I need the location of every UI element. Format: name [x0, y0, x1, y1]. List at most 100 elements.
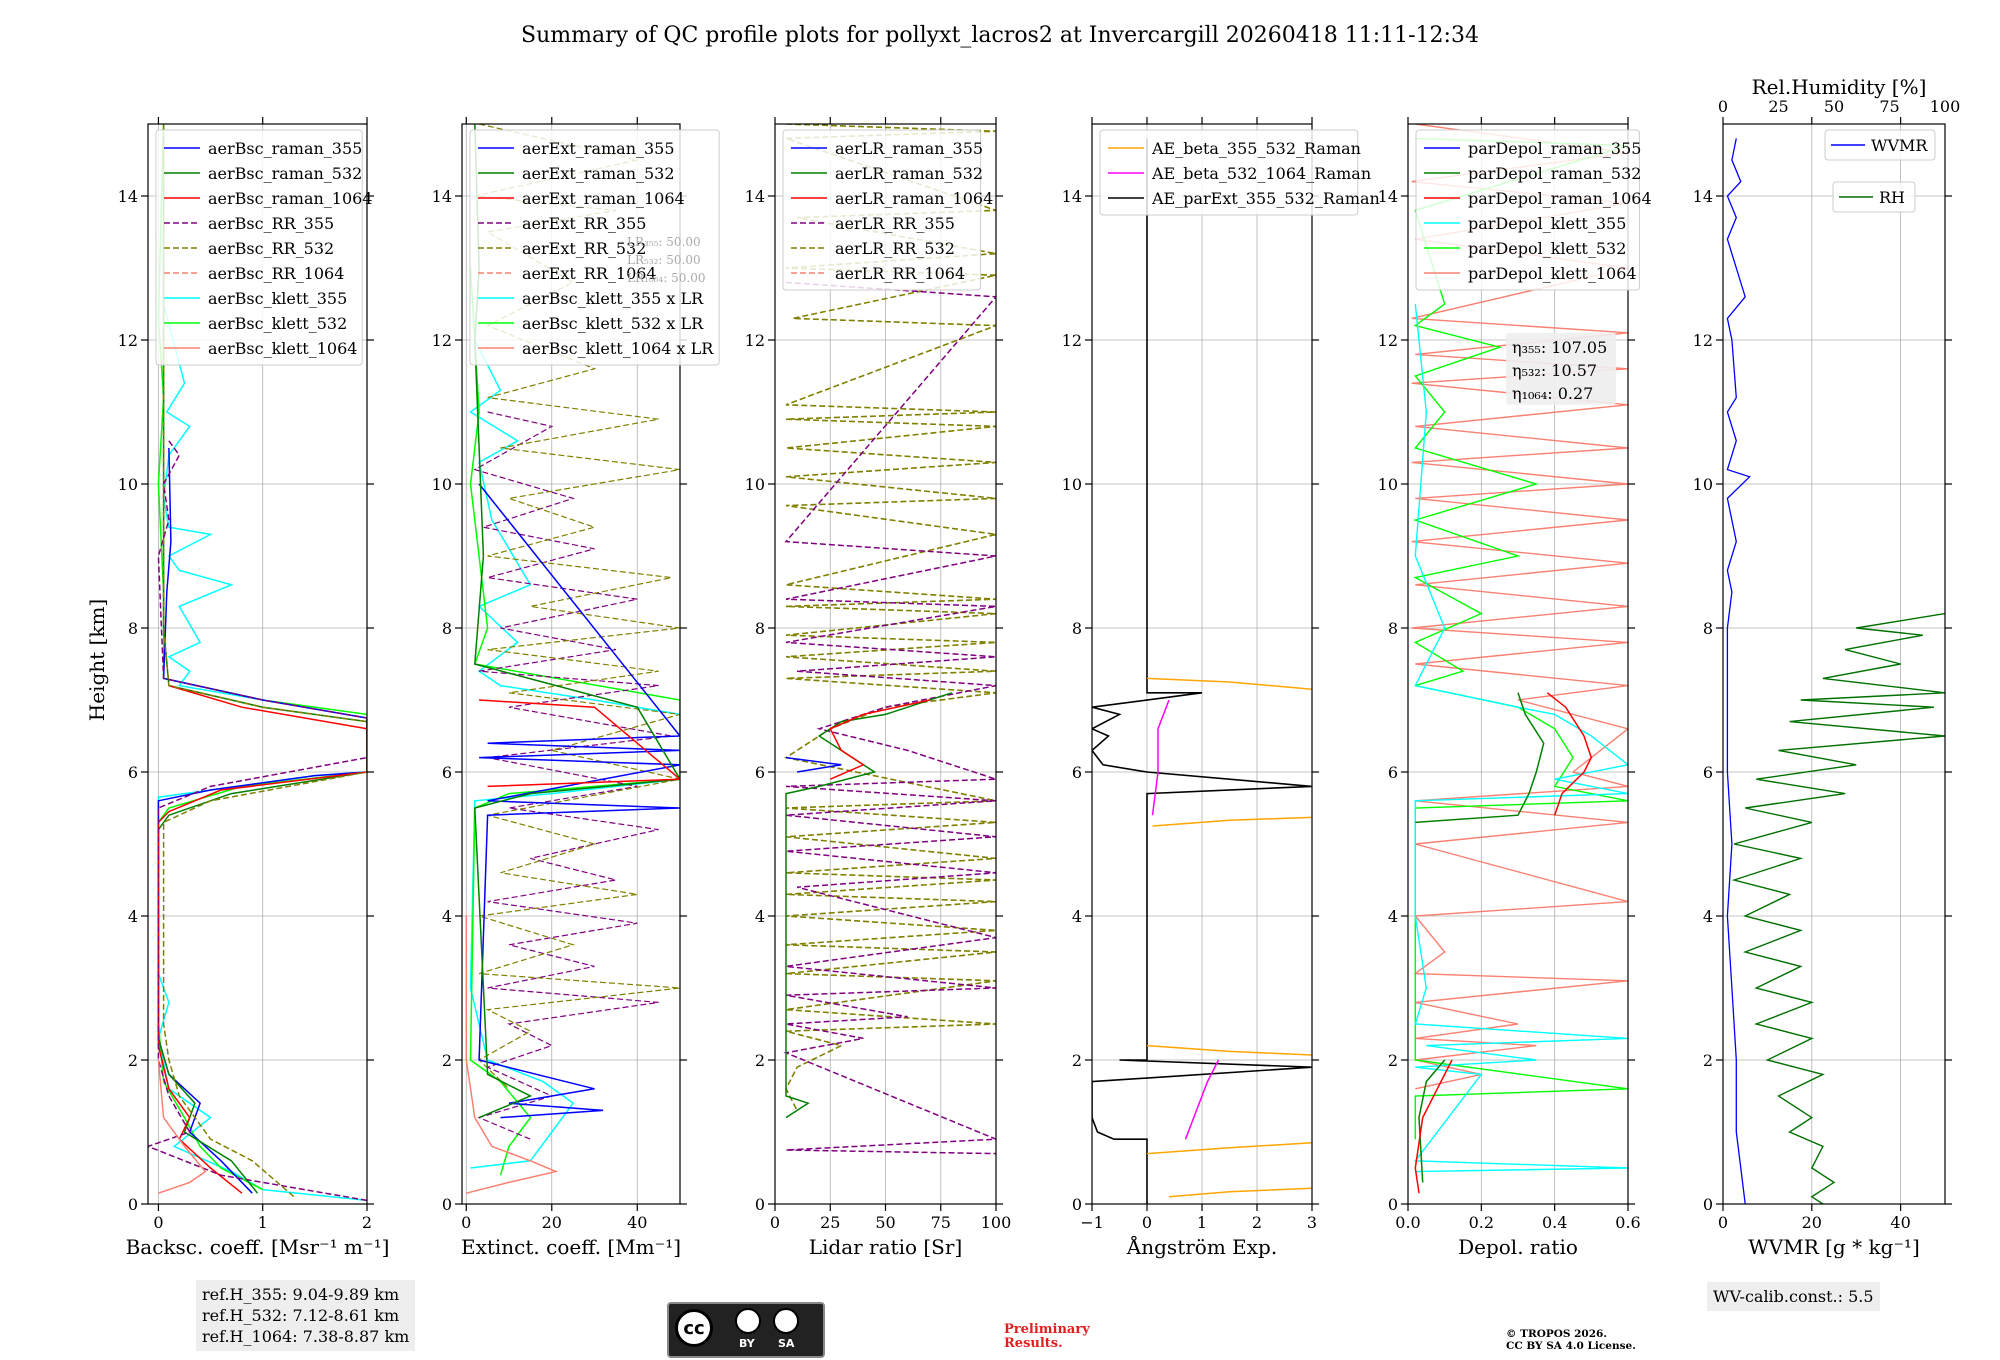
eta-value-1: η₃₅₅: 107.05	[1512, 338, 1607, 357]
eta-bg	[1506, 332, 1616, 405]
legend-label-6: aerLR_RR_1064	[835, 264, 965, 283]
preliminary-results-note: Preliminary Results.	[1004, 1322, 1090, 1351]
legend-label-3: aerExt_raman_1064	[522, 189, 685, 208]
series-line-6	[1146, 1044, 1312, 1056]
ref-height-532: ref.H_532: 7.12-8.61 km	[202, 1306, 400, 1325]
y-tick-label: 4	[1388, 907, 1398, 926]
x-tick-label: 2	[1252, 1213, 1262, 1232]
ref-height-1064: ref.H_1064: 7.38-8.87 km	[202, 1327, 410, 1346]
axes-frame	[1407, 123, 1629, 1205]
x-tick-label: 0	[1718, 1213, 1728, 1232]
copyright-line-1: © TROPOS 2026.	[1506, 1328, 1608, 1340]
y-tick-label: 12	[1693, 331, 1713, 350]
y-tick-label: 12	[1378, 331, 1398, 350]
y-tick-label: 14	[432, 187, 452, 206]
legend-label-1: aerExt_raman_355	[522, 139, 675, 158]
series-group	[1092, 138, 1312, 1204]
series-line-8	[157, 1059, 207, 1194]
legend-label-5: aerExt_RR_532	[522, 239, 646, 258]
series-line-1	[469, 339, 680, 1169]
x-tick-label: 1	[258, 1213, 268, 1232]
series-line-8	[479, 699, 680, 788]
x-tick-label: −1	[1080, 1213, 1104, 1232]
series-line-7	[1146, 1142, 1312, 1155]
panel-2: 0 2 4 6 8 10 12 14 0 20 40 Extinct. coeff. [Mm⁻¹] ae…	[432, 117, 720, 1259]
legend-box	[155, 129, 363, 366]
y-tick-label: 6	[755, 763, 765, 782]
series-line-2	[1413, 137, 1628, 1140]
legend-label-1: aerBsc_raman_355	[208, 139, 362, 158]
legend-label-1: aerLR_raman_355	[835, 139, 983, 158]
x-axis-label: Backsc. coeff. [Msr⁻¹ m⁻¹]	[126, 1235, 390, 1259]
legend-box	[1099, 129, 1359, 216]
y-tick-label: 14	[1062, 187, 1082, 206]
ref-height-355: ref.H_355: 9.04-9.89 km	[202, 1285, 400, 1304]
series-line-2	[1731, 612, 1945, 1204]
x-tick-label: 0.4	[1542, 1213, 1567, 1232]
x-tick-label: 20	[1802, 1213, 1822, 1232]
x-axis-label: Lidar ratio [Sr]	[809, 1235, 963, 1259]
y-tick-label: 14	[1693, 187, 1713, 206]
y-tick-label: 10	[745, 475, 765, 494]
figure-title: Summary of QC profile plots for pollyxt_…	[521, 23, 1479, 48]
x-tick-label: 3	[1307, 1213, 1317, 1232]
legend: parDepol_raman_355 parDepol_raman_532 parD…	[1415, 129, 1652, 291]
series-group	[465, 124, 680, 1194]
y-tick-label: 2	[128, 1051, 138, 1070]
x-tick-label: 0	[461, 1213, 471, 1232]
legend-label-6: aerBsc_RR_1064	[208, 264, 344, 283]
y-tick-label: 6	[128, 763, 138, 782]
legend-box	[1824, 129, 1936, 161]
y-tick-label: 10	[432, 475, 452, 494]
eta-box: η₃₅₅: 107.05 η₅₃₂: 10.57 η₁₀₆₄: 0.27	[1506, 332, 1616, 405]
legend-box	[782, 129, 982, 291]
legend-label-1: parDepol_raman_355	[1468, 139, 1641, 158]
legend-label-3: aerLR_raman_1064	[835, 189, 993, 208]
series-line-6	[478, 483, 680, 1119]
share-alike-icon	[773, 1308, 799, 1334]
x-axis-label: Ångström Exp.	[1126, 1234, 1277, 1259]
legend-label-4: aerBsc_RR_355	[208, 214, 334, 233]
series-line-5	[1152, 816, 1312, 827]
y-tick-label: 4	[1703, 907, 1713, 926]
legend-label-4: parDepol_klett_355	[1468, 214, 1626, 233]
legend-box	[469, 129, 720, 366]
y-tick-label: 6	[1072, 763, 1082, 782]
legend-label-8: aerBsc_klett_532 x LR	[522, 314, 704, 333]
legend-label-5: aerLR_RR_532	[835, 239, 955, 258]
x-tick-label: 40	[627, 1213, 647, 1232]
y-tick-label: 12	[118, 331, 138, 350]
lr-value-3: LR₁₀₆₄: 50.00	[627, 271, 705, 285]
axes-frame	[461, 123, 681, 1205]
y-tick-label: 0	[442, 1195, 452, 1214]
x-axis-label: WVMR [g * kg⁻¹]	[1748, 1235, 1920, 1259]
sa-label: SA	[778, 1337, 795, 1350]
series-line-7	[1414, 1059, 1453, 1194]
legend-label: RH	[1879, 188, 1905, 207]
legend-label-2: aerBsc_raman_532	[208, 164, 362, 183]
series-line-7	[162, 124, 367, 1198]
series-line-6	[1546, 692, 1593, 816]
series-line-3	[1184, 1059, 1220, 1140]
y-tick-label: 10	[118, 475, 138, 494]
legend-label-5: aerBsc_RR_532	[208, 239, 334, 258]
x-tick-label: 0	[1142, 1213, 1152, 1232]
y-tick-label: 4	[442, 907, 452, 926]
axes-frame	[147, 123, 368, 1205]
legend-label-6: aerExt_RR_1064	[522, 264, 657, 283]
legend-label-3: AE_parExt_355_532_Raman	[1151, 189, 1380, 208]
legend-label-2: AE_beta_532_1064_Raman	[1151, 164, 1371, 183]
legend-label-5: parDepol_klett_532	[1468, 239, 1626, 258]
y-tick-label: 14	[745, 187, 765, 206]
y-tick-label: 2	[755, 1051, 765, 1070]
lr-value-1: LR₃₅₅: 50.00	[627, 235, 701, 249]
legend-label-3: aerBsc_raman_1064	[208, 189, 373, 208]
x-tick-label: 0.2	[1469, 1213, 1494, 1232]
y-tick-label: 6	[442, 763, 452, 782]
legend-label-9: aerBsc_klett_1064	[208, 339, 357, 358]
eta-value-2: η₅₃₂: 10.57	[1512, 361, 1597, 380]
legend-label-9: aerBsc_klett_1064 x LR	[522, 339, 714, 358]
